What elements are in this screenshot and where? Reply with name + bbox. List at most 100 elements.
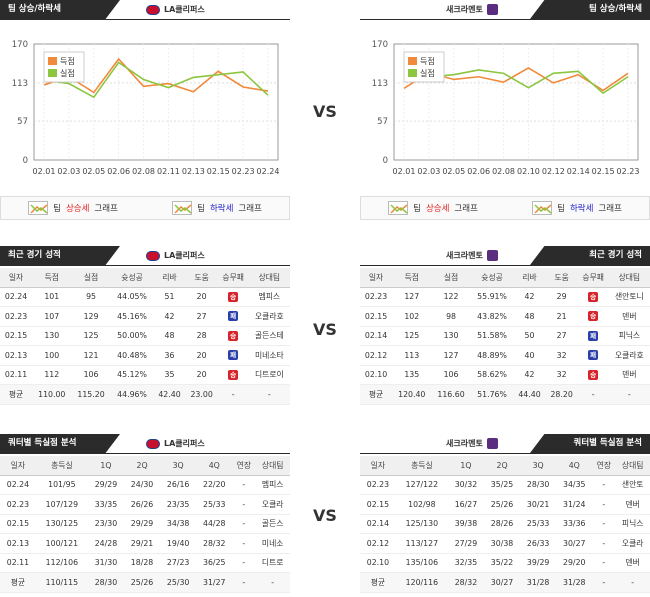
table-row: 02.24 101 95 44.05% 51 20 승 멤피스: [0, 287, 290, 307]
table-cell: -: [615, 572, 650, 593]
table-row: 02.13 100/121 24/28 29/21 19/40 28/32- 미네소: [0, 533, 290, 554]
x-tick-label: 02.01: [393, 167, 416, 176]
table-cell: 35/22: [483, 553, 521, 573]
table-cell: 30/27: [483, 572, 521, 593]
right-quarter-table: 일자 총득실 1Q 2Q 3Q 4Q 연장 상대팀 02.23 127/122 30/32 35/25…: [360, 456, 650, 593]
table-cell: 27: [545, 326, 578, 346]
x-tick-label: 02.14: [567, 167, 590, 176]
legend-label: 득점: [60, 56, 75, 66]
table-cell: 44.05%: [110, 287, 154, 307]
result-badge: 승: [228, 291, 239, 302]
column-header: 도움: [545, 268, 578, 288]
table-cell: 51.76%: [470, 384, 514, 405]
table-cell: 31/27: [196, 572, 233, 593]
table-cell: 피닉스: [608, 326, 650, 346]
table-cell: 44.40: [513, 384, 546, 405]
table-header-row: 일자 총득실 1Q 2Q 3Q 4Q 연장 상대팀: [0, 456, 290, 476]
table-cell: 16/27: [447, 494, 484, 515]
table-cell: -: [592, 572, 616, 593]
table-cell: 135: [392, 365, 432, 385]
table-cell: 127: [392, 287, 432, 307]
table-cell: 샌안토: [615, 475, 650, 495]
table-header-row: 일자 득점 실점 슛성공 리바 도움 승무패 상대팀: [0, 268, 290, 288]
table-cell: 127: [431, 345, 471, 366]
table-cell: 오클라호: [248, 306, 290, 327]
table-cell: -: [248, 384, 290, 405]
table-cell: 평균: [360, 384, 393, 405]
table-row: 02.23 107/129 33/35 26/26 23/35 25/33- 오클라: [0, 494, 290, 515]
table-cell: 골든스: [255, 514, 290, 534]
table-cell: 23/30: [87, 514, 124, 534]
table-cell: 오클라: [255, 494, 290, 515]
kings-logo-icon: [486, 4, 498, 15]
table-cell: -: [577, 384, 609, 405]
table-cell: 28/26: [483, 514, 521, 534]
y-tick-label: 170: [12, 40, 28, 50]
table-cell: 48: [153, 326, 186, 346]
table-cell: 20: [185, 365, 218, 385]
trend-swatch-svg: [534, 204, 552, 214]
x-tick-label: 02.05: [442, 167, 465, 176]
table-row: 02.14 125/130 39/38 28/26 25/33 33/36- 피닉스: [360, 514, 650, 534]
table-cell: 덴버: [615, 553, 650, 573]
table-header-row: 일자 득점 실점 슛성공 리바 도움 승무패 상대팀: [360, 268, 650, 288]
table-cell: 오클라: [615, 533, 650, 554]
table-cell: 멤피스: [255, 475, 290, 495]
table-cell: 피닉스: [615, 514, 650, 534]
table-cell: 02.15: [0, 514, 36, 534]
table-cell: 42: [513, 365, 546, 385]
table-row: 02.10 135/106 32/35 35/22 39/29 29/20- 덴버: [360, 553, 650, 573]
table-cell: -: [232, 514, 256, 534]
y-tick-label: 57: [377, 117, 388, 127]
column-header: 득점: [32, 268, 72, 288]
right-trend-chart: 170 113 57 0 02.01 02.03 02.05 02.06 02.08 02.10 0…: [360, 22, 650, 187]
table-cell: 27/29: [447, 533, 484, 554]
x-tick-label: 02.03: [57, 167, 80, 176]
column-header: 일자: [360, 268, 393, 288]
table-cell: 승: [217, 326, 249, 346]
table-cell: 02.10: [360, 365, 393, 385]
legend-label: 실점: [60, 68, 75, 78]
x-tick-label: 02.23: [232, 167, 255, 176]
table-row: 02.23 127/122 30/32 35/25 28/30 34/35- 샌안토: [360, 475, 650, 495]
trend-line-green: [30, 204, 48, 214]
table-cell: 24/30: [123, 475, 161, 495]
right-up-legend: 팀 상승세 그래프: [388, 201, 478, 215]
trend-line-orange: [174, 204, 192, 214]
table-cell: -: [217, 384, 249, 405]
table-cell: 42.40: [153, 384, 186, 405]
series-line-allowed: [43, 61, 269, 99]
y-tick-label: 113: [372, 79, 388, 89]
table-cell: 33/35: [87, 494, 124, 515]
table-cell: 29/20: [556, 553, 593, 573]
table-cell: 43.82%: [470, 306, 514, 327]
table-row: 02.23 107 129 45.16% 42 27 패 오클라호: [0, 306, 290, 327]
column-header: 일자: [0, 268, 33, 288]
table-row: 02.11 112 106 45.12% 35 20 승 디트로이: [0, 365, 290, 385]
average-row: 평균 120/116 28/32 30/27 31/28 31/28- -: [360, 572, 650, 593]
column-header: 1Q: [87, 456, 124, 476]
table-cell: 02.12: [360, 345, 393, 366]
table-cell: 129: [71, 306, 111, 327]
column-header: 총득실: [35, 456, 88, 476]
table-cell: 패: [217, 345, 249, 366]
column-header: 2Q: [483, 456, 521, 476]
column-header: 도움: [185, 268, 218, 288]
table-cell: 116.60: [431, 384, 471, 405]
table-cell: 44/28: [196, 514, 233, 534]
vs-label-trend: VS: [313, 102, 337, 121]
trend-swatch-svg: [30, 204, 48, 214]
table-cell: 32: [545, 345, 578, 366]
result-badge: 승: [588, 291, 599, 302]
average-row: 평균 120.40 116.60 51.76% 44.40 28.20- -: [360, 384, 650, 405]
table-cell: 29/29: [123, 514, 161, 534]
right-down-legend: 팀 하락세 그래프: [532, 201, 622, 215]
up-trend-icon: [388, 201, 409, 215]
right-trend-header: 팀 상승/하락세 새크라멘토: [360, 0, 650, 20]
table-cell: 34/38: [160, 514, 197, 534]
y-tick-label: 170: [372, 40, 388, 50]
trend-line-orange: [534, 204, 552, 214]
table-cell: 39/38: [447, 514, 484, 534]
table-cell: 승: [217, 287, 249, 307]
